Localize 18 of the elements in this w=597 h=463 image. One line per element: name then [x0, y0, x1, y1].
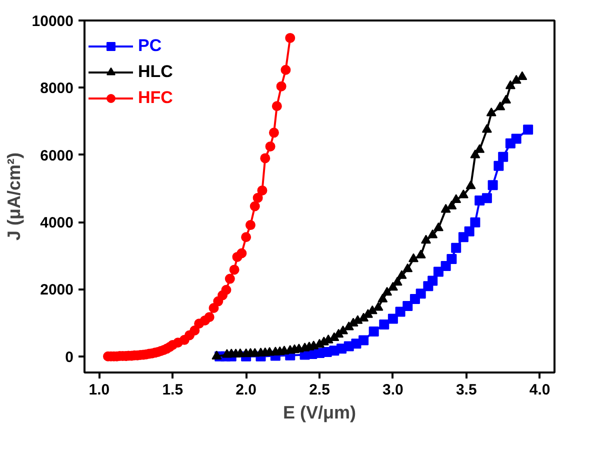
- x-tick-label: 2.5: [309, 382, 330, 398]
- y-tick-label: 6000: [40, 147, 74, 164]
- x-tick-label: 3.0: [382, 382, 404, 398]
- x-tick-label: 1.5: [162, 382, 184, 398]
- y-tick-label: 10000: [32, 13, 74, 30]
- legend-label: PC: [138, 36, 162, 56]
- y-tick-label: 0: [65, 348, 74, 366]
- x-tick-label: 3.5: [456, 382, 477, 398]
- legend-label: HFC: [138, 88, 173, 108]
- x-tick-label: 2.0: [236, 382, 256, 398]
- y-tick-label: 2000: [40, 282, 74, 299]
- y-axis-title: J (μA/cm²): [4, 152, 24, 241]
- y-tick-label: 8000: [40, 80, 74, 98]
- x-tick-label: 1.0: [88, 382, 110, 398]
- legend-label: HLC: [138, 62, 173, 82]
- x-tick-label: 4.0: [529, 382, 550, 398]
- x-axis-title: E (V/μm): [282, 402, 356, 422]
- y-tick-label: 4000: [40, 214, 74, 232]
